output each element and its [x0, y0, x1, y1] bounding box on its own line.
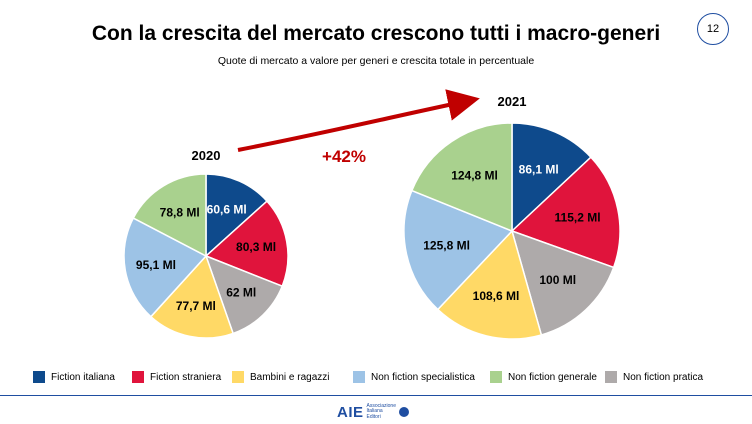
- logo-mark: AIE: [337, 403, 364, 421]
- pie-year-title: 2020: [192, 148, 221, 163]
- pie-slice: [123, 217, 208, 318]
- legend-item: Fiction italiana: [33, 368, 115, 386]
- legend-label: Non fiction specialistica: [371, 371, 475, 383]
- legend-label: Non fiction generale: [508, 371, 597, 383]
- logo-text: Associazione Italiana Editori: [366, 402, 396, 421]
- pie-slice-label: 62 Ml: [226, 286, 256, 300]
- pie-slice-label: 60,6 Ml: [207, 203, 247, 217]
- legend-swatch: [232, 371, 244, 383]
- legend-item: Fiction straniera: [132, 368, 221, 386]
- pie-slice-label: 108,6 Ml: [473, 289, 520, 303]
- legend-item: Bambini e ragazzi: [232, 368, 329, 386]
- pie-slice: [149, 254, 235, 339]
- legend: Fiction italiana Fiction straniera Bambini…: [0, 368, 752, 386]
- legend-label: Fiction italiana: [51, 371, 115, 383]
- legend-swatch: [353, 371, 365, 383]
- page-number-badge: 12: [697, 13, 729, 45]
- logo-dot-icon: [398, 407, 409, 417]
- legend-label: Fiction straniera: [150, 371, 222, 383]
- aie-logo: AIE Associazione Italiana Editori: [337, 402, 409, 422]
- pie-slice-label: 77,7 Ml: [176, 299, 216, 313]
- pie-slice: [436, 229, 543, 340]
- pie-slice: [132, 173, 207, 258]
- pie-slice: [511, 122, 592, 233]
- pie-slice-label: 124,8 Ml: [451, 168, 498, 182]
- pie-slice: [205, 173, 268, 258]
- pie-year-title: 2021: [498, 94, 527, 109]
- pie-slice-label: 125,8 Ml: [423, 238, 470, 252]
- logo-text-line: Associazione: [366, 402, 396, 409]
- pie-slice-label: 100 Ml: [539, 273, 576, 287]
- pie-slice: [204, 254, 284, 335]
- pie-slice: [204, 200, 289, 288]
- legend-swatch: [33, 371, 45, 383]
- growth-label: +42%: [322, 147, 366, 166]
- pie-slice-label: 95,1 Ml: [136, 258, 176, 272]
- legend-item: Non fiction pratica: [605, 368, 703, 386]
- legend-label: Non fiction pratica: [623, 371, 704, 383]
- slide-title: Con la crescita del mercato crescono tut…: [91, 22, 661, 45]
- pie-slice-label: 78,8 Ml: [160, 206, 200, 220]
- pie-slice: [410, 122, 513, 233]
- pie-slice-label: 86,1 Ml: [519, 163, 559, 177]
- legend-swatch: [490, 371, 502, 383]
- legend-swatch: [605, 371, 617, 383]
- legend-label: Bambini e ragazzi: [250, 371, 330, 383]
- pie-slice: [510, 229, 615, 336]
- growth-arrow: [237, 89, 480, 152]
- legend-item: Non fiction generale: [490, 368, 597, 386]
- footer-divider: [0, 395, 752, 396]
- slide-subtitle: Quote di mercato a valore per generi e c…: [217, 55, 535, 67]
- pie-slice-label: 115,2 Ml: [555, 210, 601, 224]
- logo-text-line: Italiana: [366, 408, 383, 415]
- legend-swatch: [132, 371, 144, 383]
- logo-text-line: Editori: [366, 413, 381, 420]
- legend-item: Non fiction specialistica: [353, 368, 475, 386]
- pie-slice-label: 80,3 Ml: [236, 240, 276, 254]
